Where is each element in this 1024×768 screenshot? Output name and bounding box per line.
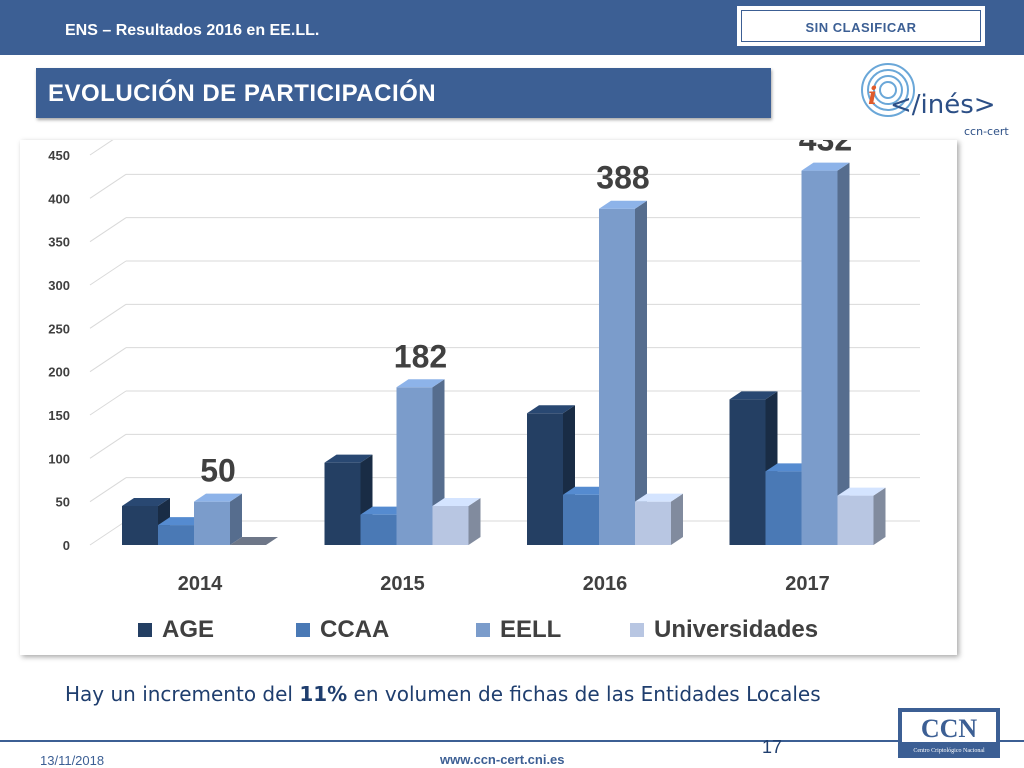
caption-text-before: Hay un incremento del (65, 682, 300, 706)
bar-side-eell-2017 (837, 162, 850, 545)
gridline-diagonal (89, 140, 114, 156)
classification-box: SIN CLASIFICAR (735, 4, 987, 48)
ines-logo: i </inés> ccn-cert (861, 63, 1009, 138)
gridline-diagonal (89, 433, 127, 459)
legend-swatch-universidades (630, 623, 644, 637)
section-title-bar: EVOLUCIÓN DE PARTICIPACIÓN (36, 68, 771, 118)
bar-side-eell-2014 (230, 493, 242, 545)
bar-age-2015 (324, 462, 361, 545)
bar-side-eell-2016 (635, 200, 647, 545)
bar-age-2014 (122, 506, 158, 545)
bar-top-eell-2016 (599, 200, 647, 209)
legend-swatch-eell (476, 623, 490, 637)
bar-top-eell-2014 (194, 493, 242, 502)
gridline-diagonal (89, 520, 127, 546)
bar-universidades-2017 (837, 495, 874, 545)
bar-top-universidades-2017 (837, 487, 886, 496)
bar-empty-universidades-2014 (230, 537, 278, 545)
legend-label-ccaa: CCAA (320, 616, 390, 643)
bar-ccaa-2017 (765, 471, 802, 545)
data-label: 432 (799, 140, 852, 158)
y-tick-label: 50 (56, 495, 70, 510)
ccn-logo: CCN Centro Criptológico Nacional (898, 708, 1000, 758)
caption: Hay un incremento del 11% en volumen de … (65, 682, 821, 706)
gridline-diagonal (89, 390, 127, 416)
gridline-diagonal (89, 173, 127, 199)
y-tick-label: 450 (48, 148, 70, 163)
bar-eell-2017 (801, 170, 838, 545)
y-tick-label: 250 (48, 321, 70, 336)
footer-divider (0, 740, 1024, 742)
y-tick-label: 0 (63, 538, 70, 553)
bar-side-universidades-2016 (671, 493, 683, 545)
legend-item-universidades: Universidades (630, 615, 818, 645)
bar-universidades-2016 (635, 501, 671, 545)
x-tick-label: 2016 (583, 573, 628, 595)
y-tick-label: 200 (48, 365, 70, 380)
bar-top-universidades-2016 (635, 493, 683, 502)
bar-ccaa-2016 (563, 494, 599, 545)
bar-eell-2015 (396, 387, 433, 545)
gridline-diagonal (89, 217, 127, 243)
page-number: 17 (762, 737, 783, 757)
bar-universidades-2015 (432, 506, 469, 545)
y-tick-label: 100 (48, 451, 70, 466)
gridline-diagonal (89, 347, 127, 373)
bar-age-2016 (527, 413, 563, 545)
ccn-logo-subtext: Centro Criptológico Nacional (913, 748, 985, 754)
legend-item-ccaa: CCAA (296, 615, 389, 645)
bar-top-eell-2015 (396, 379, 445, 388)
legend-swatch-ccaa (296, 623, 310, 637)
legend-item-eell: EELL (476, 615, 561, 645)
bar-ccaa-2014 (158, 525, 194, 545)
bar-eell-2016 (599, 208, 635, 545)
legend-label-universidades: Universidades (654, 616, 819, 643)
bar-side-universidades-2017 (873, 487, 886, 545)
chart-panel: 0 50 100 150 200 250 300 350 400 450 2014 2015 2016 2… (20, 140, 957, 655)
x-tick-label: 2014 (178, 573, 223, 595)
bar-top-age-2016 (527, 405, 575, 414)
gridline-diagonal (89, 477, 127, 503)
bar-side-universidades-2015 (468, 498, 481, 545)
y-tick-label: 150 (48, 408, 70, 423)
legend-swatch-age (138, 623, 152, 637)
bar-eell-2014 (194, 501, 230, 545)
legend-label-eell: EELL (500, 616, 562, 643)
x-tick-label: 2017 (785, 573, 830, 595)
caption-highlight: 11% (299, 682, 348, 706)
classification-label: SIN CLASIFICAR (805, 20, 917, 35)
x-tick-label: 2015 (380, 573, 425, 595)
fingerprint-icon (861, 63, 915, 117)
section-title: EVOLUCIÓN DE PARTICIPACIÓN (48, 80, 437, 107)
bar-top-universidades-2015 (432, 498, 481, 506)
legend-item-age: AGE (138, 615, 214, 645)
y-tick-label: 400 (48, 191, 70, 206)
logo-subtext: ccn-cert (964, 125, 1009, 138)
bar-top-age-2015 (324, 454, 373, 463)
bar-age-2017 (729, 399, 766, 545)
caption-text-after: en volumen de fichas de las Entidades Lo… (347, 682, 821, 706)
bar-ccaa-2015 (360, 514, 397, 545)
bar-chart: 0 50 100 150 200 250 300 350 400 450 2014 2015 2016 2… (48, 140, 920, 595)
gridline-diagonal (89, 260, 127, 286)
footer-url: www.ccn-cert.cni.es (440, 752, 565, 767)
data-label: 182 (394, 338, 447, 374)
bar-top-age-2017 (729, 391, 778, 400)
data-label: 388 (596, 160, 649, 196)
y-tick-label: 350 (48, 235, 70, 250)
logo-text: </inés> (890, 90, 996, 120)
footer-date: 13/11/2018 (40, 753, 105, 768)
y-tick-label: 300 (48, 278, 70, 293)
data-label: 50 (200, 453, 236, 489)
bar-top-age-2014 (122, 498, 170, 506)
ccn-logo-text: CCN (921, 714, 978, 743)
header-bar: ENS – Resultados 2016 en EE.LL. SIN CLAS… (0, 0, 1024, 55)
gridline-diagonal (89, 303, 127, 329)
legend-label-age: AGE (162, 616, 215, 643)
bar-top-eell-2017 (801, 162, 850, 171)
svg-text:i: i (868, 81, 877, 110)
presentation-title: ENS – Resultados 2016 en EE.LL. (65, 22, 320, 39)
